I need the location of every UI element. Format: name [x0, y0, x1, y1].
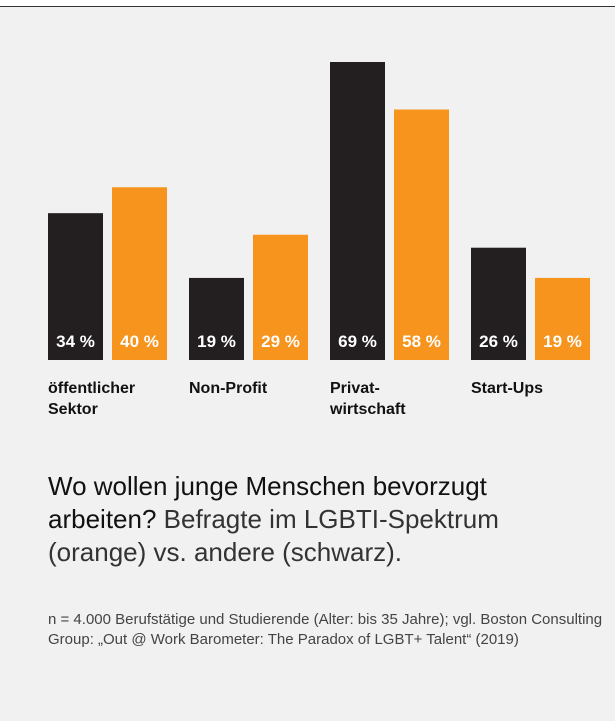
chart-subtitle: Befragte im LGBTI-Spektrum (orange) vs. … [48, 504, 499, 567]
bar [471, 247, 526, 360]
bar [253, 234, 308, 360]
category-label: Privat- wirtschaft [330, 380, 406, 418]
bar [48, 213, 103, 360]
category-label: öffentlicher Sektor [48, 380, 136, 418]
bar [330, 62, 385, 360]
category-label: Start-Ups [471, 380, 544, 397]
value-label: 26 % [479, 332, 518, 351]
caption: Wo wollen junge Menschen bevorzugt arbei… [48, 470, 588, 569]
value-label: 58 % [402, 332, 441, 351]
panel [0, 6, 615, 721]
value-label: 69 % [338, 332, 377, 351]
value-label: 19 % [197, 332, 236, 351]
bar [535, 277, 590, 360]
note: n = 4.000 Berufstätige und Studierende (… [48, 611, 603, 648]
bar [394, 109, 449, 360]
bar [112, 187, 167, 360]
category-label: Non-Profit [189, 380, 268, 397]
value-label: 19 % [543, 332, 582, 351]
value-label: 40 % [120, 332, 159, 351]
chart-title: Wo wollen junge Menschen bevorzugt arbei… [48, 471, 487, 534]
value-label: 34 % [56, 332, 95, 351]
bar [189, 277, 244, 360]
value-label: 29 % [261, 332, 300, 351]
chart: 34 % 19 % 69 % 26 % 40 % 29 % 58 % 19 % [48, 62, 590, 360]
